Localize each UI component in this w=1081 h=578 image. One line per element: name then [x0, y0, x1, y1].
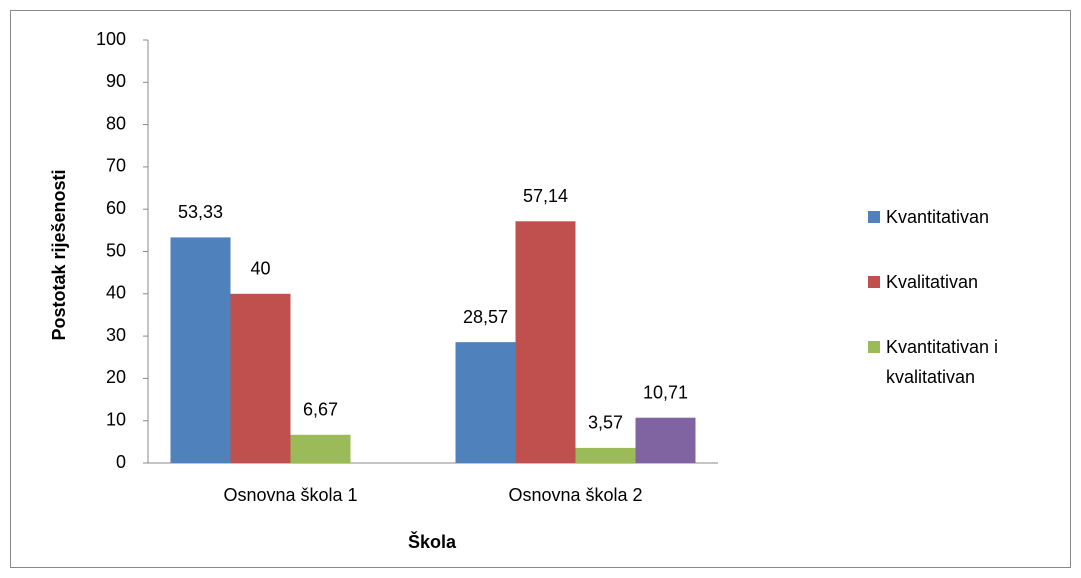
legend-item: Kvantitativan: [868, 202, 1036, 232]
bar: [170, 237, 231, 463]
y-tick-label: 70: [106, 156, 126, 176]
data-label: 40: [250, 259, 270, 279]
legend-swatch: [868, 276, 880, 288]
x-tick-label: Osnovna škola 2: [508, 485, 642, 505]
bar: [455, 342, 516, 463]
y-tick-label: 60: [106, 198, 126, 218]
y-tick-label: 100: [96, 29, 126, 49]
legend-swatch: [868, 341, 880, 353]
y-tick-label: 0: [116, 452, 126, 472]
legend-item: Kvantitativan i kvalitativan: [868, 332, 1036, 392]
data-label: 28,57: [463, 307, 508, 327]
legend-label: Kvantitativan i kvalitativan: [886, 337, 999, 387]
y-tick-label: 50: [106, 240, 126, 260]
bar: [290, 434, 351, 463]
bar: [575, 447, 636, 463]
y-tick-label: 40: [106, 283, 126, 303]
y-tick-label: 30: [106, 325, 126, 345]
data-label: 10,71: [643, 382, 688, 402]
legend-label: Kvantitativan: [886, 207, 990, 227]
data-label: 53,33: [178, 202, 223, 222]
legend-swatch: [868, 211, 880, 223]
y-tick-label: 20: [106, 367, 126, 387]
x-axis-title: Škola: [408, 531, 457, 552]
bar: [635, 417, 696, 463]
y-axis-title: Postotak riješenosti: [49, 169, 69, 340]
x-tick-label: Osnovna škola 1: [223, 485, 357, 505]
legend-item: Kvalitativan: [868, 267, 1036, 297]
legend-label: Kvalitativan: [886, 272, 979, 292]
data-label: 6,67: [303, 400, 338, 420]
chart-border: [10, 10, 1071, 568]
bar: [515, 221, 576, 463]
y-tick-label: 90: [106, 71, 126, 91]
data-label: 3,57: [588, 413, 623, 433]
y-tick-label: 10: [106, 409, 126, 429]
y-tick-label: 80: [106, 113, 126, 133]
bar: [230, 293, 291, 463]
data-label: 57,14: [523, 186, 568, 206]
